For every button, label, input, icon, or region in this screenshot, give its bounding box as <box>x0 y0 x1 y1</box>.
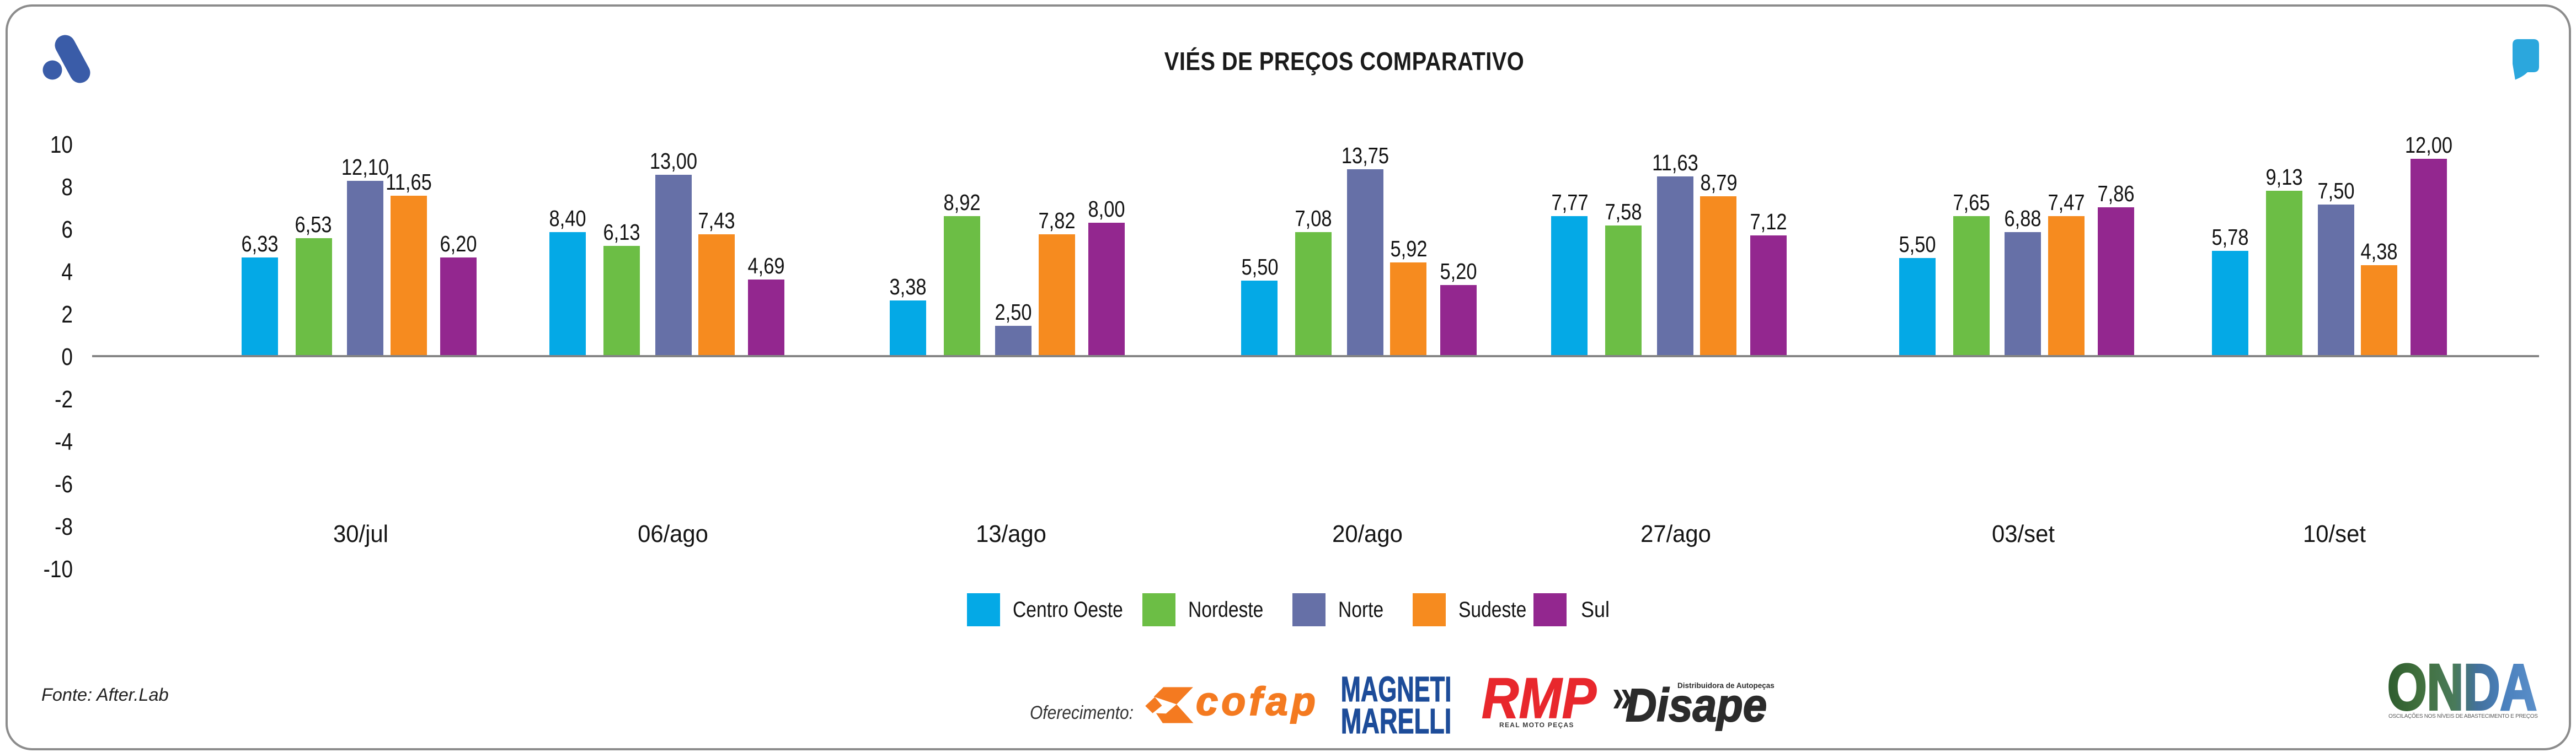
svg-text:ONDA: ONDA <box>2387 659 2537 714</box>
